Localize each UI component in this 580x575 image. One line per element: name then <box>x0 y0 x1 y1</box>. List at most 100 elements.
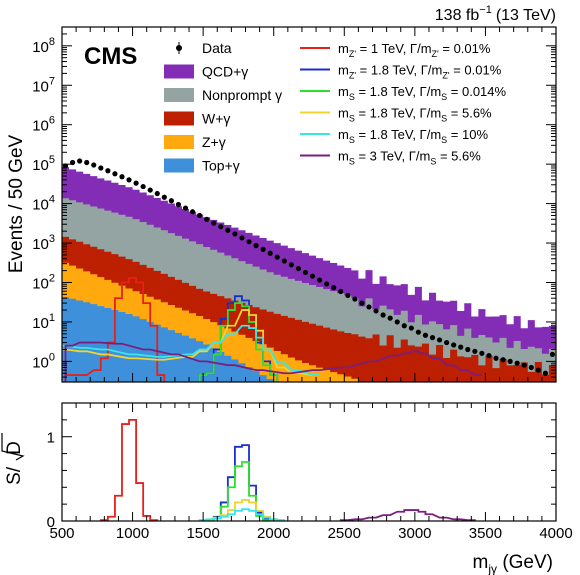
data-point <box>479 350 485 356</box>
x-tick-label: 1000 <box>116 525 149 542</box>
legend-label: Data <box>202 40 232 56</box>
x-tick-label: 3500 <box>469 525 502 542</box>
y-tick-label: 0 <box>47 514 55 531</box>
data-point <box>331 285 337 291</box>
signal-legend-label: mS = 1.8 TeV, Γ/mS = 5.6% <box>338 106 492 124</box>
data-point <box>309 273 316 279</box>
data-point <box>401 323 407 329</box>
data-points <box>62 158 556 376</box>
data-point <box>408 325 414 331</box>
legend: Data QCD+γ Nonprompt γ W+γ Z+γ Top+γ <box>164 40 282 174</box>
data-point <box>542 370 549 376</box>
signal-curve-1 <box>64 277 166 382</box>
data-point <box>211 220 217 226</box>
y-tick-label: 105 <box>32 154 55 174</box>
data-point <box>105 168 111 174</box>
x-tick-label: 500 <box>49 525 74 542</box>
top-ylabel: Events / 50 GeV <box>6 134 27 273</box>
data-point <box>225 227 231 233</box>
data-point <box>465 346 471 353</box>
data-point <box>302 269 309 276</box>
y-tick-label: 102 <box>32 272 55 292</box>
x-tick-label: 4000 <box>539 525 572 542</box>
data-point <box>493 355 499 361</box>
data-point <box>182 205 189 211</box>
data-point <box>316 277 323 283</box>
data-point <box>444 339 450 346</box>
data-point <box>133 180 139 186</box>
data-point <box>98 165 104 171</box>
signal-legend-label: mS = 1.8 TeV, Γ/mS = 0.014% <box>338 84 507 102</box>
data-point <box>168 198 174 204</box>
x-tick-label: 2000 <box>257 525 290 542</box>
y-tick-label: 108 <box>32 36 55 56</box>
data-point <box>260 246 266 252</box>
significance-curve-2 <box>205 444 272 521</box>
y-tick-label: 100 <box>32 351 55 371</box>
data-point <box>359 300 365 306</box>
y-tick-label: 106 <box>32 115 55 135</box>
data-point <box>112 171 118 177</box>
significance-curve-5 <box>198 508 286 521</box>
top-panel: 100 101 102 103 104 105 106 107 108 CMS Data QCD+… <box>6 26 557 383</box>
bottom-ylabel: S/D <box>1 433 25 485</box>
top-axes: 100 101 102 103 104 105 106 107 108 <box>32 26 557 383</box>
data-point <box>338 288 344 295</box>
legend-label: W+γ <box>202 111 230 127</box>
data-point <box>253 243 259 249</box>
data-point <box>154 190 160 197</box>
data-point <box>451 342 457 348</box>
signal-legend-label: mS = 3 TeV, Γ/mS = 5.6% <box>338 149 481 167</box>
significance-curves <box>99 418 476 521</box>
legend-swatch <box>164 158 194 173</box>
data-point <box>380 312 386 318</box>
data-point <box>246 239 252 245</box>
signal-legend-label: mZ' = 1 TeV, Γ/mZ' = 0.01% <box>338 41 491 59</box>
significance-curve-1 <box>99 418 159 521</box>
data-point <box>394 319 400 325</box>
data-point <box>345 292 351 299</box>
lumi-label: 138 fb−1 (13 TeV) <box>435 4 556 24</box>
bottom-frame <box>61 402 557 522</box>
data-point <box>535 367 541 373</box>
legend-swatch <box>164 111 194 126</box>
data-point <box>147 187 153 193</box>
data-point <box>161 194 167 200</box>
top-frame <box>61 26 557 383</box>
data-point <box>415 329 421 335</box>
data-point <box>126 177 132 183</box>
data-point <box>140 183 146 190</box>
data-point <box>218 224 224 230</box>
legend-label: Z+γ <box>202 134 226 150</box>
data-point <box>204 216 210 222</box>
data-point <box>500 357 506 363</box>
data-point <box>521 362 527 368</box>
data-point <box>281 258 287 264</box>
data-point <box>486 353 492 359</box>
data-point <box>288 262 294 268</box>
bottom-xlabel: mjγ (GeV) <box>473 552 553 575</box>
data-point <box>239 235 245 241</box>
data-point <box>274 254 280 260</box>
y-tick-label: 101 <box>32 312 55 332</box>
legend-label: QCD+γ <box>202 64 248 80</box>
signal-curves <box>62 277 482 382</box>
data-point <box>189 209 196 215</box>
data-point <box>429 335 436 341</box>
x-tick-label: 3000 <box>398 525 431 542</box>
data-point <box>514 360 520 366</box>
data-point <box>549 351 556 358</box>
y-tick-label: 107 <box>32 75 55 95</box>
data-point <box>77 158 83 164</box>
signal-curve-5 <box>62 324 320 376</box>
x-tick-label: 2500 <box>328 525 361 542</box>
legend-label: Top+γ <box>202 158 240 174</box>
data-point <box>267 250 273 256</box>
data-point <box>507 358 513 364</box>
data-point <box>373 308 379 314</box>
y-tick-label: 1 <box>47 430 55 447</box>
signal-legend-label: mZ' = 1.8 TeV, Γ/mZ' = 0.01% <box>338 63 502 81</box>
legend-swatch <box>164 88 194 102</box>
legend-swatch <box>164 64 194 79</box>
y-tick-label: 103 <box>32 233 55 253</box>
